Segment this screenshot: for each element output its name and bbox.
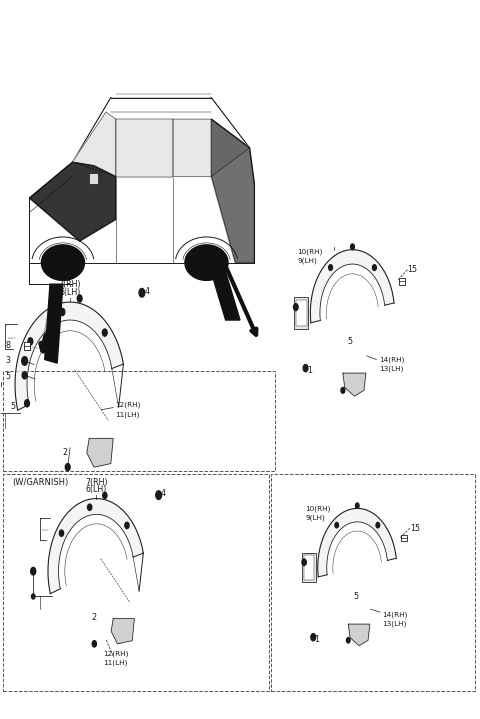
Polygon shape (318, 508, 396, 577)
Text: 11(LH): 11(LH) (116, 411, 140, 418)
Text: 5: 5 (10, 402, 15, 411)
Circle shape (372, 265, 376, 270)
Circle shape (65, 464, 70, 471)
Circle shape (0, 380, 1, 389)
Circle shape (28, 338, 33, 345)
Text: 3: 3 (5, 357, 11, 365)
Text: 9(LH): 9(LH) (298, 257, 317, 264)
Polygon shape (173, 119, 250, 176)
Circle shape (22, 372, 27, 379)
Polygon shape (15, 302, 123, 410)
Circle shape (376, 523, 380, 528)
Polygon shape (29, 162, 116, 241)
Polygon shape (87, 439, 113, 467)
Circle shape (77, 295, 82, 302)
Text: 2: 2 (63, 448, 68, 457)
Polygon shape (211, 119, 254, 262)
Bar (296, 300, 307, 326)
Circle shape (60, 308, 65, 316)
Text: 2: 2 (92, 613, 97, 623)
Text: 1: 1 (314, 635, 319, 644)
Text: 15: 15 (408, 265, 418, 275)
Text: 11(LH): 11(LH) (103, 660, 128, 667)
Circle shape (24, 400, 29, 407)
Polygon shape (204, 248, 240, 320)
Polygon shape (348, 624, 370, 646)
Circle shape (87, 504, 92, 510)
Circle shape (139, 288, 145, 297)
Circle shape (347, 638, 350, 643)
Text: 15: 15 (410, 523, 420, 533)
Polygon shape (343, 373, 366, 396)
Text: 4: 4 (144, 287, 149, 296)
Text: 12(RH): 12(RH) (116, 401, 141, 408)
Polygon shape (211, 119, 254, 183)
Polygon shape (116, 119, 173, 176)
Circle shape (156, 491, 161, 500)
Text: 14(RH): 14(RH) (379, 356, 404, 363)
Bar (304, 556, 314, 580)
Circle shape (341, 388, 345, 393)
Text: 14(RH): 14(RH) (382, 611, 408, 618)
Polygon shape (48, 498, 144, 594)
Circle shape (302, 559, 306, 565)
Circle shape (335, 523, 338, 528)
Circle shape (356, 503, 359, 508)
Bar (24, 342, 30, 350)
Text: 12(RH): 12(RH) (103, 651, 128, 657)
Text: 5: 5 (348, 337, 353, 346)
Text: 10(RH): 10(RH) (306, 505, 331, 512)
Polygon shape (45, 284, 63, 363)
Bar (302, 553, 316, 582)
Circle shape (31, 567, 36, 575)
Text: 4: 4 (161, 489, 166, 498)
Text: 13(LH): 13(LH) (382, 620, 407, 627)
Text: 5: 5 (5, 372, 11, 380)
Circle shape (350, 244, 354, 249)
Text: 6(LH): 6(LH) (86, 485, 107, 495)
Text: (W/GARNISH): (W/GARNISH) (12, 478, 69, 487)
Bar (294, 297, 309, 329)
Circle shape (102, 329, 107, 336)
Text: 7(RH): 7(RH) (59, 280, 82, 289)
Circle shape (32, 594, 35, 599)
Circle shape (92, 641, 96, 647)
Text: 13(LH): 13(LH) (379, 365, 403, 372)
Circle shape (311, 633, 316, 641)
Circle shape (125, 522, 129, 528)
Polygon shape (185, 245, 228, 280)
Circle shape (60, 530, 63, 536)
Polygon shape (311, 249, 394, 323)
Polygon shape (41, 245, 84, 280)
Text: 6(LH): 6(LH) (60, 288, 81, 297)
Circle shape (293, 303, 298, 311)
Polygon shape (111, 618, 134, 644)
Bar (401, 534, 407, 541)
Text: 10(RH): 10(RH) (298, 249, 323, 255)
Text: 5: 5 (353, 592, 359, 601)
Circle shape (103, 493, 107, 498)
Text: 7(RH): 7(RH) (85, 477, 108, 487)
Bar (89, 173, 98, 183)
Circle shape (329, 265, 333, 270)
Text: 1: 1 (307, 366, 312, 375)
Bar (399, 278, 405, 285)
Text: 9(LH): 9(LH) (306, 515, 325, 521)
Circle shape (22, 357, 27, 365)
Text: 8: 8 (5, 341, 11, 349)
Circle shape (303, 365, 308, 372)
Polygon shape (72, 112, 116, 176)
